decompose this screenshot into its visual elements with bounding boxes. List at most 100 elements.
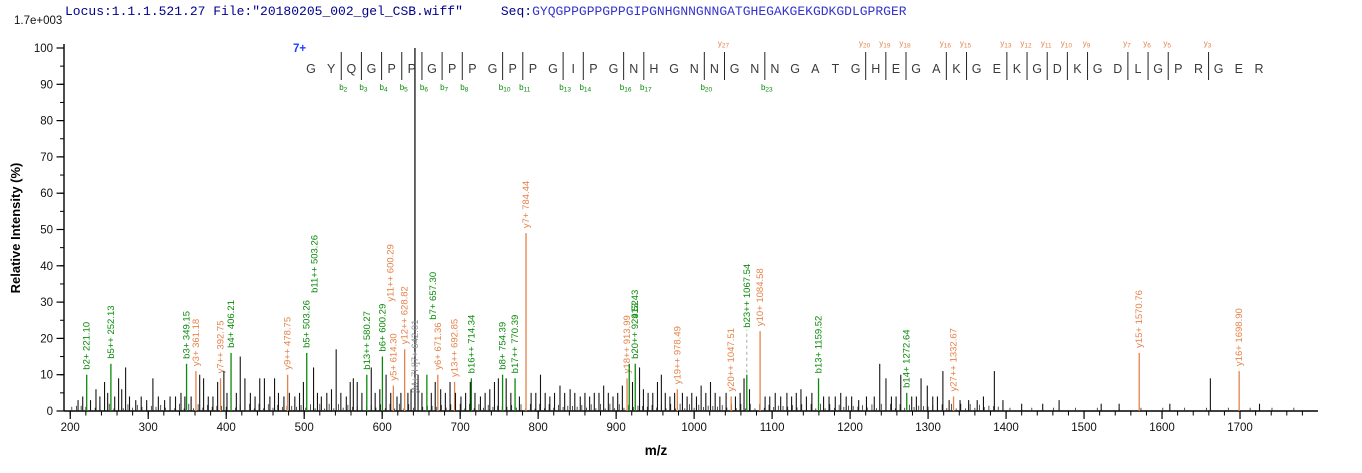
ladder-residue: L — [1134, 62, 1141, 76]
ladder-residue: T — [832, 62, 840, 76]
x-tick-label: 200 — [61, 422, 80, 434]
x-tick-label: 500 — [295, 422, 314, 434]
peak-label: y11++ 600.29 — [385, 244, 396, 301]
y-tick-label: 70 — [40, 152, 53, 164]
peak-label: [M+7H]7+ 642.01 — [410, 320, 421, 393]
y-ion-marker: y15 — [960, 39, 972, 50]
ladder-residue: G — [488, 62, 498, 76]
y-ion-marker: y10 — [1061, 39, 1073, 50]
peak-label: y19++ 978.49 — [672, 326, 683, 384]
ladder-residue: N — [629, 62, 638, 76]
peak-label: y16+ 1698.90 — [1234, 308, 1245, 366]
peak-label: b13+ 1159.52 — [814, 316, 825, 374]
ladder-residue: P — [468, 62, 476, 76]
ladder-residue: P — [408, 62, 416, 76]
ladder-residue: H — [871, 62, 880, 76]
y-ion-marker: y18 — [899, 39, 911, 50]
ladder-residue: G — [911, 62, 921, 76]
peak-label: b16++ 714.34 — [466, 315, 477, 374]
peak-label: b13++ 580.27 — [362, 311, 373, 370]
peak-label: b20++ 924.52 — [630, 300, 641, 359]
ladder-residue: G — [367, 62, 377, 76]
x-axis-title: m/z — [645, 443, 668, 458]
peak-label: y12++ 628.82 — [400, 286, 411, 344]
ladder-residue: P — [589, 62, 597, 76]
ladder-residue: G — [972, 62, 982, 76]
ladder-residue: D — [1053, 62, 1062, 76]
peak-label: y13++ 692.85 — [450, 319, 461, 377]
intensity-scale-label: 1.7e+003 — [14, 15, 63, 27]
y-tick-label: 10 — [40, 370, 53, 382]
ladder-residue: P — [448, 62, 456, 76]
y-tick-label: 100 — [34, 43, 53, 55]
b-ion-marker: b10 — [499, 83, 511, 94]
y-ion-marker: y19 — [879, 39, 891, 50]
b-ion-marker: b6 — [420, 83, 428, 94]
y-tick-label: 40 — [40, 261, 53, 273]
x-tick-label: 400 — [217, 422, 236, 434]
peak-label: y18++ 913.99 — [622, 315, 633, 373]
ladder-residue: G — [730, 62, 740, 76]
x-tick-label: 300 — [139, 422, 158, 434]
ladder-residue: K — [1073, 62, 1082, 76]
ladder-residue: N — [770, 62, 779, 76]
x-tick-label: 1700 — [1227, 422, 1253, 434]
b-ion-marker: b2 — [339, 83, 347, 94]
ladder-residue: K — [952, 62, 961, 76]
ladder-residue: K — [1013, 62, 1022, 76]
ladder-residue: G — [1153, 62, 1163, 76]
ladder-residue: G — [851, 62, 861, 76]
peak-label: b11++ 503.26 — [310, 235, 321, 293]
y-axis-title: Relative Intensity (%) — [8, 163, 23, 294]
peak-label: b5++ 252.13 — [106, 305, 117, 358]
peak-label: b23++ 1067.54 — [742, 264, 753, 328]
ladder-residue: D — [1113, 62, 1122, 76]
peak-label: b6+ 600.29 — [377, 304, 388, 352]
b-ion-marker: b20 — [700, 83, 712, 94]
ladder-residue: N — [710, 62, 719, 76]
ladder-residue: N — [750, 62, 759, 76]
y-ion-marker: y20 — [859, 39, 871, 50]
ladder-residue: P — [529, 62, 537, 76]
ladder-residue: A — [932, 62, 941, 76]
peak-label: b2+ 221.10 — [82, 322, 93, 370]
y-ion-marker: y27 — [718, 39, 730, 50]
x-tick-label: 600 — [373, 422, 392, 434]
peak-label: y10+ 1084.58 — [755, 268, 766, 326]
ladder-residue: G — [1032, 62, 1042, 76]
seq-label: Seq: — [500, 4, 533, 19]
ladder-residue: G — [306, 62, 316, 76]
y-ion-marker: y6 — [1143, 39, 1151, 50]
ladder-residue: R — [1194, 62, 1203, 76]
ladder-residue: G — [427, 62, 437, 76]
x-tick-label: 700 — [451, 422, 470, 434]
peak-label: b8+ 754.39 — [498, 322, 509, 370]
peak-label: b7+ 657.30 — [428, 272, 439, 320]
peak-label: 913.43 — [630, 290, 641, 319]
b-ion-marker: b11 — [519, 83, 531, 94]
ladder-residue: G — [669, 62, 679, 76]
y-ion-marker: y3 — [1204, 39, 1212, 50]
precursor-charge-label: 7+ — [293, 43, 306, 55]
x-tick-label: 800 — [529, 422, 548, 434]
ladder-residue: A — [811, 62, 820, 76]
peak-label: b5+ 503.26 — [302, 300, 313, 348]
locus-file-label: Locus:1.1.1.521.27 File:"20180205_002_ge… — [65, 4, 463, 19]
peak-label: b17++ 770.39 — [510, 315, 521, 374]
peak-label: b3+ 349.15 — [182, 311, 193, 359]
y-tick-label: 50 — [40, 225, 53, 237]
ladder-residue: Q — [346, 62, 356, 76]
ladder-residue: G — [609, 62, 619, 76]
y-tick-label: 30 — [40, 297, 53, 309]
peak-label: y7++ 392.75 — [216, 321, 227, 374]
y-tick-label: 90 — [40, 79, 53, 91]
y-ion-marker: y13 — [1000, 39, 1012, 50]
b-ion-marker: b13 — [559, 83, 571, 94]
peak-label: y5+ 614.30 — [388, 333, 399, 380]
x-tick-label: 1200 — [837, 422, 863, 434]
peak-label: b4+ 406.21 — [226, 300, 237, 348]
peak-label: b14+ 1272.64 — [902, 329, 913, 387]
ladder-residue: E — [993, 62, 1001, 76]
header-bar: Locus:1.1.1.521.27 File:"20180205_002_ge… — [65, 4, 907, 19]
